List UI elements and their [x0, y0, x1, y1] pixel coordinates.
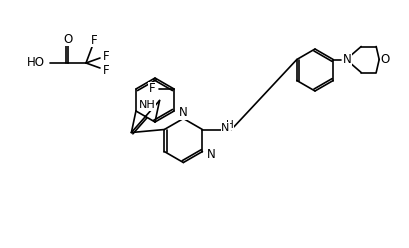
Text: N: N: [206, 148, 215, 161]
Text: O: O: [380, 53, 389, 66]
Text: F: F: [102, 50, 109, 62]
Text: H: H: [225, 120, 233, 129]
Text: HO: HO: [27, 57, 45, 69]
Text: F: F: [148, 83, 155, 95]
Text: F: F: [102, 63, 109, 76]
Text: N: N: [179, 106, 187, 119]
Text: N: N: [342, 53, 351, 66]
Text: F: F: [90, 33, 97, 47]
Text: O: O: [63, 32, 72, 45]
Text: NH: NH: [139, 100, 155, 110]
Text: N: N: [221, 123, 229, 132]
